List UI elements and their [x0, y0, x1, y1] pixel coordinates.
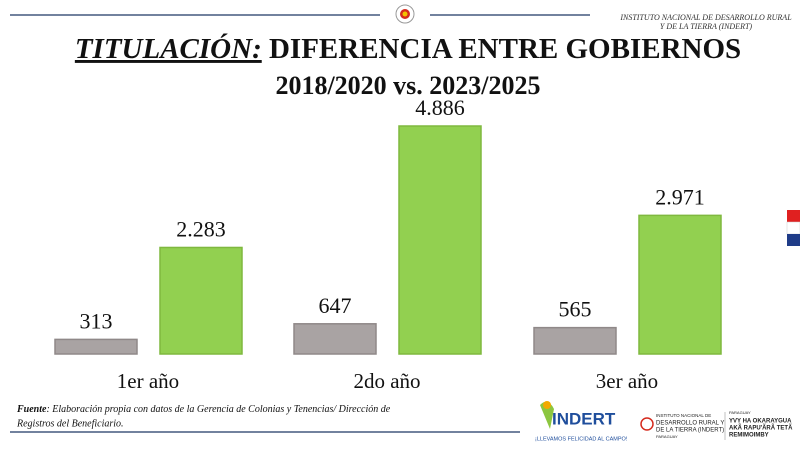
value-label: 4.886	[415, 95, 465, 120]
source-text: : Elaboración propia con datos de la Ger…	[46, 404, 390, 415]
bar	[638, 214, 722, 355]
institution: INSTITUTO NACIONAL DE DESARROLLO RURAL	[619, 13, 792, 22]
indert-logo: INDERT ¡LLEVAMOS FELICIDAD AL CAMPO!	[535, 401, 628, 442]
institute-line: DE LA TIERRA (INDERT)	[656, 428, 724, 434]
bar	[293, 323, 377, 355]
bar	[54, 338, 138, 355]
source-text: Registros del Beneficiario.	[16, 418, 124, 429]
emblem	[395, 4, 415, 24]
x-tick-label: 2do año	[353, 369, 420, 393]
value-label: 313	[80, 308, 113, 333]
value-label: 2.971	[655, 184, 705, 209]
institute-line: DESARROLLO RURAL Y	[656, 421, 724, 427]
institute-line: INSTITUTO NACIONAL DE	[656, 413, 711, 418]
value-label: 565	[559, 297, 592, 322]
bar	[159, 246, 243, 355]
motto-logo: PARAGUAY YVY HA OKARAYGUA AKÃ RAPU'ÃRÃ T…	[729, 410, 793, 439]
x-tick-label: 3er año	[596, 369, 658, 393]
slogan: ¡LLEVAMOS FELICIDAD AL CAMPO!	[535, 436, 628, 442]
title-emphasis: TITULACIÓN:	[75, 32, 262, 65]
title: DIFERENCIA ENTRE GOBIERNOS	[269, 33, 741, 65]
flag-strip	[786, 210, 800, 246]
plot: 1er año 313 2.283 2do año 647 4.886 3er año 565…	[54, 95, 722, 393]
institution: Y DE LA TIERRA (INDERT)	[660, 22, 752, 31]
institute-line: PARAGUAY	[656, 434, 678, 439]
source: Fuente: Elaboración propia con datos de …	[16, 404, 391, 415]
indert-name: INDERT	[552, 409, 616, 428]
bar	[398, 125, 482, 355]
value-label: 647	[319, 293, 352, 318]
motto-line: REMIMOIMBY	[729, 433, 769, 439]
motto-line: AKÃ RAPU'ÃRÃ TETÃ	[729, 425, 793, 432]
value-label: 2.283	[176, 217, 226, 242]
x-tick-label: 1er año	[117, 369, 179, 393]
motto-line: YVY HA OKARAYGUA	[729, 419, 792, 425]
motto-line: PARAGUAY	[729, 410, 751, 415]
bar	[533, 326, 617, 355]
source-label: Fuente	[16, 404, 47, 415]
subtitle: 2018/2020 vs. 2023/2025	[275, 71, 540, 100]
institute-logo: INSTITUTO NACIONAL DE DESARROLLO RURAL Y…	[640, 412, 726, 440]
chart-title: TITULACIÓN: DIFERENCIA ENTRE GOBIERNOS	[75, 32, 741, 65]
